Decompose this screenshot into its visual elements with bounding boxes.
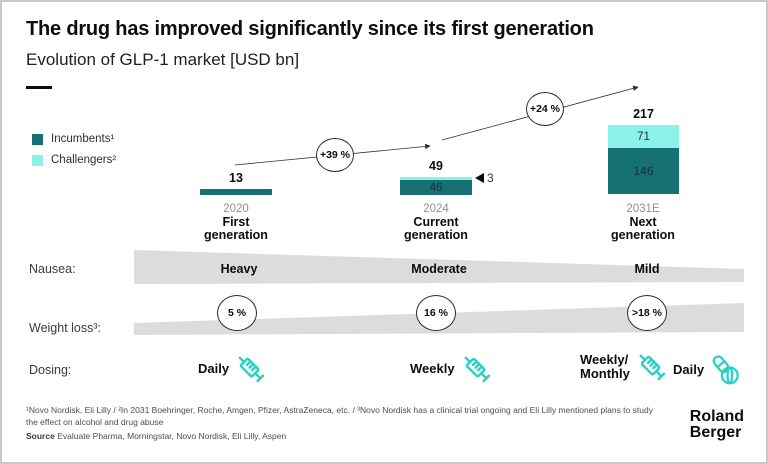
dosing-item-2024: Weekly xyxy=(410,352,494,386)
nausea-value-2024: Moderate xyxy=(411,262,467,276)
bar-total-2031: 217 xyxy=(633,107,654,121)
dosing-item-2020: Daily xyxy=(198,352,268,386)
source-line: Source Evaluate Pharma, Morningstar, Nov… xyxy=(26,431,658,441)
bar-value: 71 xyxy=(637,130,650,143)
legend-item-incumbents: Incumbents¹ xyxy=(32,133,114,145)
incumbents-swatch-icon xyxy=(32,133,43,145)
weight-loss-badge-2024: 16 % xyxy=(416,295,456,331)
nausea-wedge xyxy=(134,250,744,284)
growth-badge-2024-2031: +24 % xyxy=(526,92,564,126)
legend-item-challengers: Challengers² xyxy=(32,154,116,166)
page-title: The drug has improved significantly sinc… xyxy=(26,18,594,40)
bar-2024-incumbents: 46 xyxy=(400,180,472,195)
growth-badge-2020-2024: +39 % xyxy=(316,138,354,172)
page-subtitle: Evolution of GLP-1 market [USD bn] xyxy=(26,50,300,69)
challengers-swatch-icon xyxy=(32,154,43,166)
bar-total-2020: 13 xyxy=(229,171,243,185)
axis-label-2024: 2024 Current generation xyxy=(404,203,468,243)
weight-loss-badge-2020: 5 % xyxy=(217,295,257,331)
syringe-icon xyxy=(464,356,490,383)
bar-2020-incumbents xyxy=(200,189,272,195)
bar-2031-incumbents: 146 xyxy=(608,148,679,194)
weight-loss-badge-2031: >18 % xyxy=(627,295,667,331)
source-label: Source xyxy=(26,431,55,441)
dosing-item-2031-oral: Daily xyxy=(673,354,741,386)
legend-label: Incumbents¹ xyxy=(51,133,115,145)
nausea-value-2020: Heavy xyxy=(220,262,258,276)
syringe-icon xyxy=(238,356,265,383)
pills-icon xyxy=(712,355,739,385)
legend-label: Challengers² xyxy=(51,154,117,166)
nausea-row-label: Nausea: xyxy=(29,262,76,276)
footnote-text: ¹Novo Nordisk, Eli Lilly / ²In 2031 Boeh… xyxy=(26,405,653,428)
callout-arrow-icon xyxy=(475,173,484,183)
axis-label-2031: 2031E Next generation xyxy=(611,203,675,243)
dosing-row-label: Dosing: xyxy=(29,363,72,377)
dosing-item-2031-injection: Weekly/ Monthly xyxy=(580,350,669,384)
bar-value: 46 xyxy=(429,181,443,194)
bar-2031-challengers: 71 xyxy=(608,125,679,148)
axis-label-2020: 2020 First generation xyxy=(204,203,268,243)
bar-2024-challengers xyxy=(400,177,472,180)
title-dash xyxy=(26,86,52,89)
weight-loss-row-label: Weight loss³: xyxy=(29,321,102,335)
challenger-callout: 3 xyxy=(475,171,494,185)
bar-value: 146 xyxy=(633,164,654,178)
bar-total-2024: 49 xyxy=(429,159,443,173)
source-text: Evaluate Pharma, Morningstar, Novo Nordi… xyxy=(57,431,287,441)
roland-berger-logo: Roland Berger xyxy=(689,408,744,442)
syringe-icon xyxy=(639,354,666,381)
nausea-value-2031: Mild xyxy=(634,262,660,276)
callout-value: 3 xyxy=(487,171,494,185)
